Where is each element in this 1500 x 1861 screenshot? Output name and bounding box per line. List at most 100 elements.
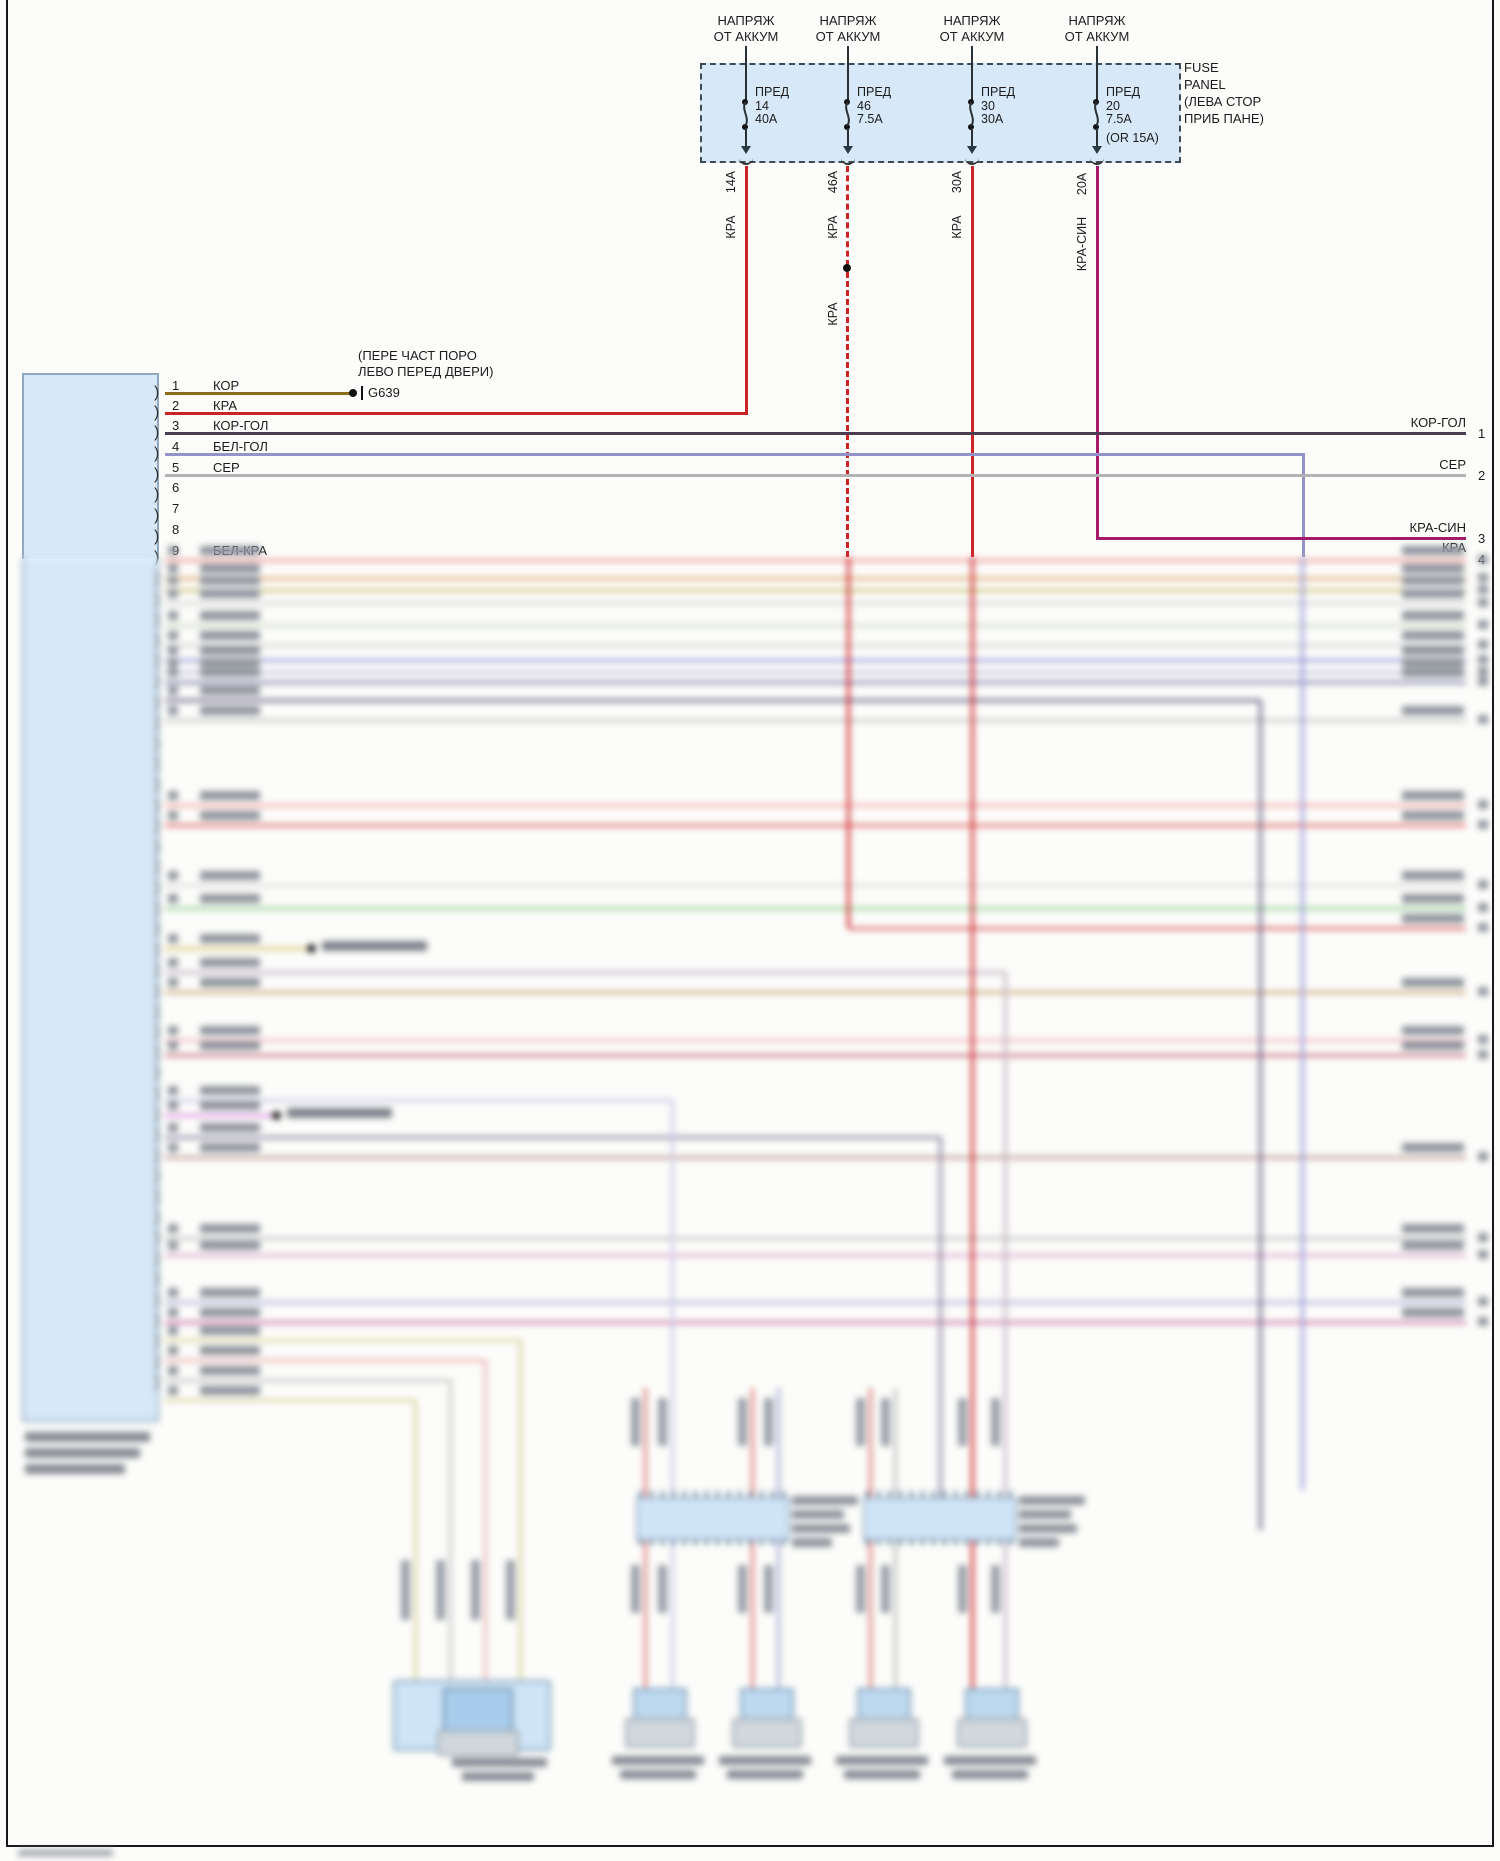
batt-volt-label: ОТ АККУМ	[939, 29, 1005, 44]
pin-number: 8	[172, 522, 180, 537]
blurred-pin-label	[200, 706, 260, 715]
pin-stub: )	[154, 424, 160, 441]
blurred-wire	[165, 624, 1466, 627]
fuse-id: 14	[755, 99, 769, 113]
right-wire-label: СЕР	[1439, 457, 1466, 472]
blurred-pin-label	[200, 1326, 260, 1335]
blurred-pin-label	[200, 1041, 260, 1050]
blurred-wire	[165, 1379, 450, 1382]
wire-kra	[165, 412, 748, 415]
fuse-id: 30	[981, 99, 995, 113]
component-base	[437, 1730, 519, 1756]
pin-stub: )	[154, 445, 160, 462]
right-circuit-number: 2	[1478, 468, 1486, 483]
component-base	[732, 1718, 802, 1748]
fuse-amps: 7.5A	[857, 112, 883, 126]
fuse-amps: 30A	[981, 112, 1004, 126]
pin-stub: )	[154, 590, 160, 608]
strip-pin-ticks	[866, 1491, 1012, 1497]
blurred-wire-label	[1402, 546, 1464, 555]
blurred-wire-label	[1402, 668, 1464, 677]
blurred-wire	[165, 824, 1466, 827]
component-inner	[443, 1688, 513, 1732]
blurred-wire	[165, 1321, 1466, 1324]
pin-stub: )	[154, 899, 160, 917]
blurred-doc-number	[18, 1850, 113, 1856]
pin-stub: )	[154, 1146, 160, 1164]
left-connector-box	[22, 373, 159, 559]
pin-stub: )	[154, 858, 160, 876]
blurred-wire	[165, 699, 1260, 702]
blurred-pin-number	[168, 1308, 178, 1317]
fuse-word: ПРЕД	[1106, 85, 1141, 99]
pin-stub: )	[154, 1043, 160, 1061]
blurred-circuit-number	[1478, 555, 1488, 564]
fuse-contact	[844, 124, 850, 130]
pin-stub: )	[154, 1291, 160, 1308]
blurred-pin-label	[200, 564, 260, 573]
down-arrow-icon	[741, 146, 751, 154]
blurred-pin-number	[168, 791, 178, 800]
pin-stub: )	[154, 384, 160, 401]
strip-pin-ticks	[866, 1539, 1012, 1545]
blurred-caption	[1019, 1538, 1059, 1547]
pin-stub: )	[154, 1126, 160, 1144]
connector-strip	[636, 1497, 790, 1541]
blurred-caption	[25, 1464, 125, 1474]
component-cup	[857, 1688, 911, 1722]
blurred-wire	[165, 884, 1466, 887]
blurred-wire	[165, 577, 1466, 580]
blurred-wire-label	[1402, 811, 1464, 820]
blurred-wire	[165, 659, 1466, 662]
right-wire-label: КРА-СИН	[1409, 520, 1467, 535]
fuse-lead	[847, 128, 849, 146]
blurred-caption	[727, 1770, 803, 1779]
blurred-vertical-label	[436, 1560, 445, 1620]
batt-volt-label: НАПРЯЖ	[943, 13, 1001, 28]
blurred-wire	[165, 907, 1466, 910]
blurred-circuit-number	[1478, 655, 1488, 664]
pin-stub: )	[154, 1352, 160, 1370]
blurred-vertical-label	[506, 1560, 515, 1620]
ground-note-2: ЛЕВО ПЕРЕД ДВЕРИ)	[358, 364, 494, 379]
pin-stub: )	[154, 507, 160, 524]
frame-left	[6, 0, 8, 1847]
pin-stub: )	[154, 879, 160, 896]
connector-bump-icon	[965, 156, 979, 165]
blurred-wire-label	[1402, 631, 1464, 640]
blurred-wire-label	[1402, 914, 1464, 923]
pin-number: 4	[172, 439, 180, 454]
batt-volt-label: НАПРЯЖ	[1068, 13, 1126, 28]
blurred-caption	[1019, 1496, 1085, 1505]
fuse-contact	[742, 124, 748, 130]
blurred-wire	[848, 927, 1466, 930]
blurred-vertical-label	[738, 1398, 747, 1446]
fuse-word: ПРЕД	[981, 85, 1016, 99]
fuse-note: (OR 15A)	[1106, 131, 1159, 145]
blurred-ground-label	[287, 1108, 392, 1118]
blurred-caption	[25, 1448, 140, 1458]
blurred-pin-label	[200, 646, 260, 655]
pin-stub: )	[154, 1332, 160, 1350]
blurred-pin-label	[200, 1308, 260, 1317]
blurred-pin-number	[168, 1123, 178, 1132]
blurred-wire	[519, 1340, 522, 1682]
batt-volt-label: ОТ АККУМ	[1064, 29, 1130, 44]
blurred-vertical-label	[631, 1398, 640, 1446]
blurred-pin-number	[168, 1224, 178, 1233]
blurred-circuit-number	[1478, 585, 1488, 594]
blurred-caption	[792, 1496, 858, 1505]
blurred-wire-label	[1402, 576, 1464, 585]
connector-strip	[863, 1497, 1017, 1541]
pin-stub: )	[154, 1373, 160, 1391]
right-wire-label: КОР-ГОЛ	[1410, 415, 1466, 430]
blurred-wire-label	[1402, 1224, 1464, 1233]
pin-stub: )	[154, 796, 160, 814]
batt-volt-label: ОТ АККУМ	[815, 29, 881, 44]
blurred-pin-label	[200, 1366, 260, 1375]
blurred-wire	[1301, 557, 1304, 1490]
blurred-wire-label	[1402, 1026, 1464, 1035]
blurred-wire-label	[1402, 978, 1464, 987]
blurred-circuit-number	[1478, 820, 1488, 829]
blurred-pin-label	[200, 1386, 260, 1395]
